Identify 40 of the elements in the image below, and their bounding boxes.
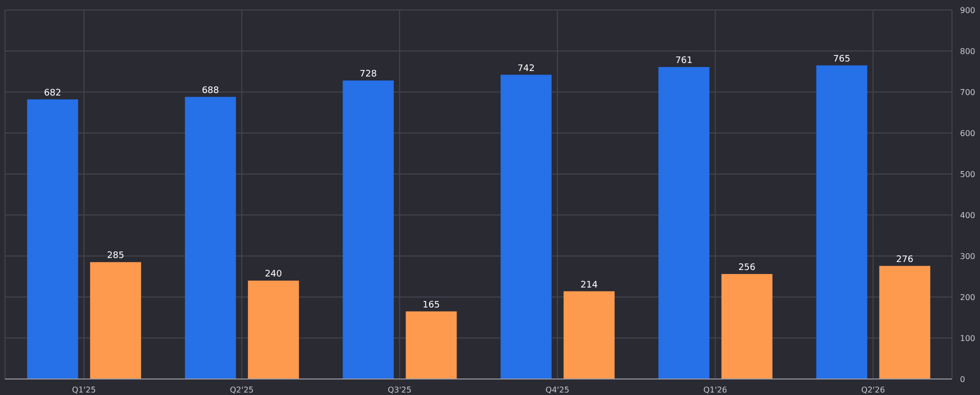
x-tick-label: Q2'26 xyxy=(861,386,885,395)
bar xyxy=(248,280,299,379)
bar xyxy=(90,262,142,379)
bar xyxy=(406,311,457,379)
data-label: 761 xyxy=(675,56,693,66)
x-tick-label: Q2'25 xyxy=(230,386,254,395)
data-label: 256 xyxy=(738,263,756,274)
data-label: 240 xyxy=(264,270,282,280)
data-label: 742 xyxy=(518,64,535,74)
data-label: 276 xyxy=(896,254,914,265)
y-tick-label: 200 xyxy=(960,292,976,302)
bar xyxy=(721,274,772,379)
x-tick-label: Q1'26 xyxy=(703,386,728,395)
bar xyxy=(500,74,552,379)
data-label: 285 xyxy=(107,251,124,262)
data-label: 214 xyxy=(580,280,598,290)
y-tick-label: 400 xyxy=(960,210,976,220)
y-tick-label: 500 xyxy=(960,170,976,179)
y-tick-label: 700 xyxy=(960,88,976,97)
x-tick-label: Q1'25 xyxy=(72,386,96,395)
bar xyxy=(879,266,930,379)
bar xyxy=(816,65,868,379)
data-label: 165 xyxy=(422,300,440,310)
data-label: 688 xyxy=(202,86,220,96)
y-tick-label: 600 xyxy=(960,128,976,138)
bar xyxy=(342,80,394,379)
y-tick-label: 0 xyxy=(960,374,966,384)
y-tick-label: 300 xyxy=(960,252,976,261)
data-label: 765 xyxy=(833,54,850,64)
x-tick-label: Q4'25 xyxy=(546,386,570,395)
bar xyxy=(27,99,78,379)
bar xyxy=(658,66,710,379)
data-label: 728 xyxy=(360,70,378,80)
data-label: 682 xyxy=(44,88,62,98)
y-tick-label: 900 xyxy=(960,6,976,15)
bar xyxy=(564,291,615,379)
x-tick-label: Q3'25 xyxy=(388,386,412,395)
y-tick-label: 100 xyxy=(960,334,976,343)
bar xyxy=(184,96,236,379)
y-tick-label: 800 xyxy=(960,46,976,56)
